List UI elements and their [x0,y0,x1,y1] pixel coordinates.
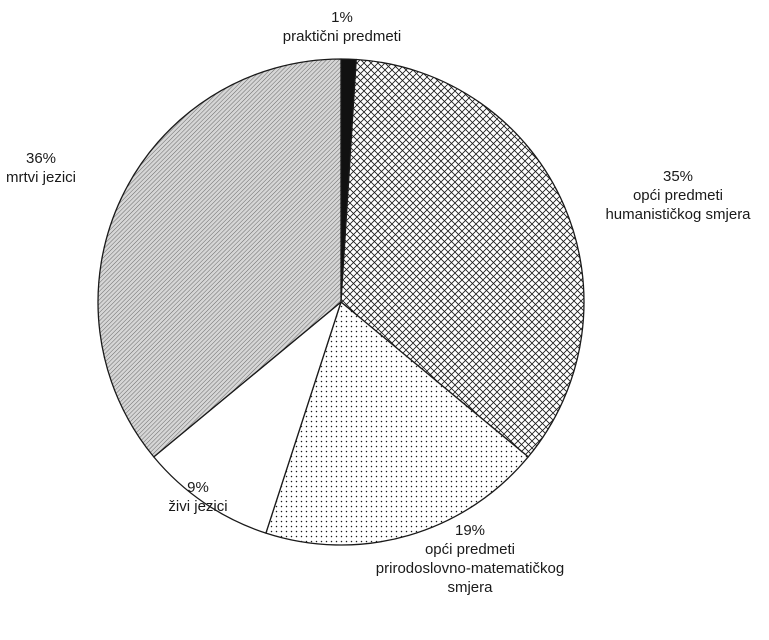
slice-percent-label: 36% [26,150,56,167]
pie-slice-3 [153,301,342,534]
slice-category-label: humanističkog smjera [605,206,751,223]
slice-percent-label: 9% [187,479,209,496]
slice-label-0: 1% praktični predmeti [283,9,401,45]
pie-slice-2 [265,301,529,546]
slice-label-4: 36% mrtvi jezici [6,150,76,186]
slice-label-2: 19% opći predmeti prirodoslovno-matematičk… [376,522,564,596]
slice-category-label: smjera [447,579,493,596]
pie-slice-4 [97,58,342,458]
slice-label-3: 9% živi jezici [168,479,227,515]
pie-slice-1 [340,58,585,458]
slice-percent-label: 19% [455,522,485,539]
slice-category-label: praktični predmeti [283,28,401,45]
slice-category-label: mrtvi jezici [6,169,76,186]
slice-percent-label: 1% [331,9,353,26]
slice-label-1: 35% opći predmeti humanističkog smjera [605,168,751,223]
slice-category-label: opći predmeti [633,187,723,204]
slice-category-label: prirodoslovno-matematičkog [376,560,564,577]
slice-category-label: živi jezici [168,498,227,515]
slice-percent-label: 35% [663,168,693,185]
slice-category-label: opći predmeti [425,541,515,558]
